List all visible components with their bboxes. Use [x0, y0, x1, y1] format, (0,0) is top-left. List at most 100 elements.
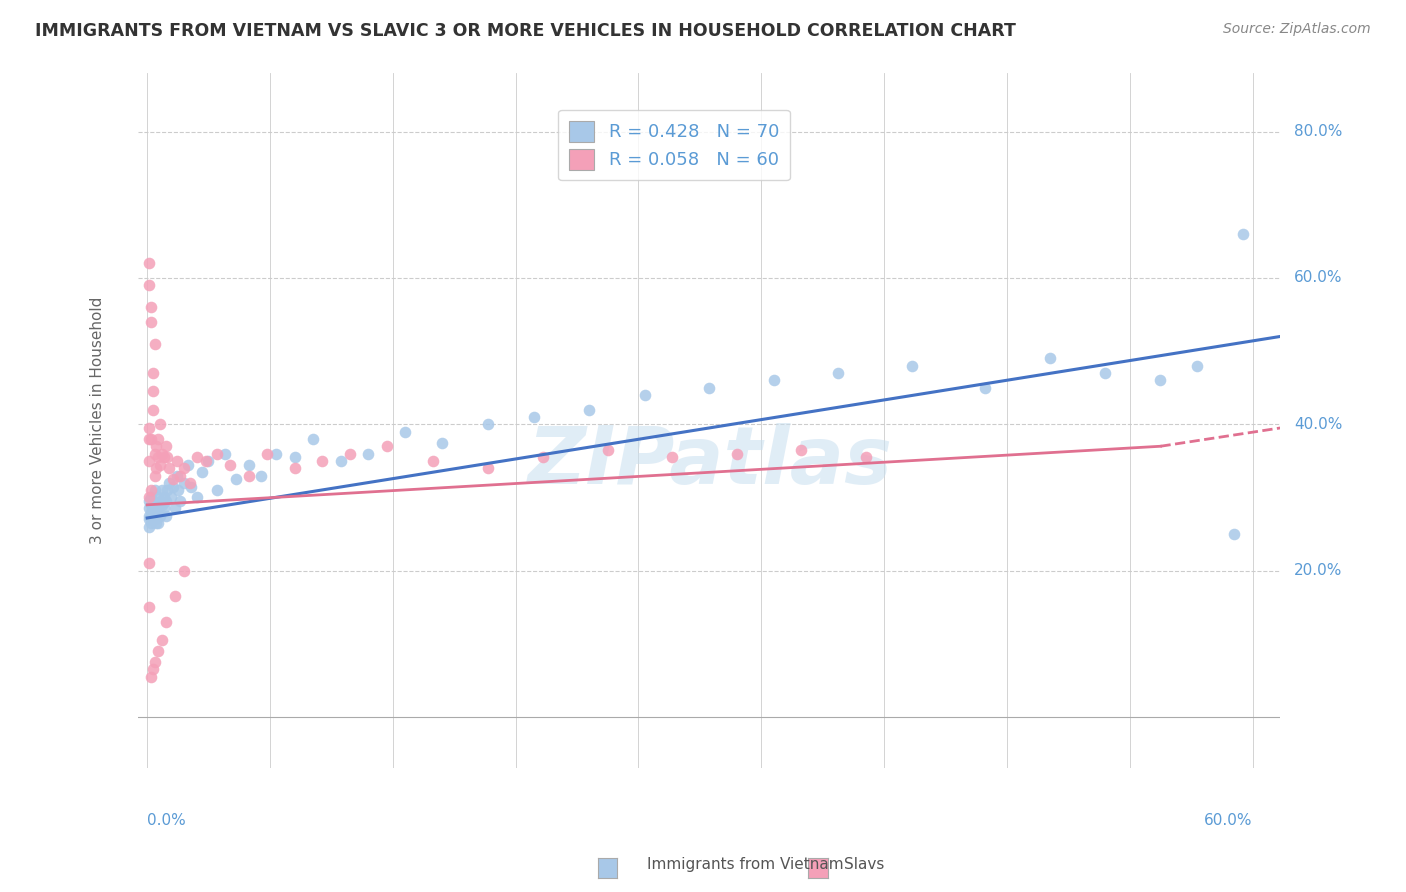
Point	[150, 633, 173, 648]
Point	[138, 432, 160, 446]
Point	[139, 483, 162, 498]
Point	[139, 315, 162, 329]
Point	[339, 446, 361, 460]
Text: 0.0%: 0.0%	[148, 814, 186, 829]
Point	[725, 446, 748, 460]
Text: 40.0%: 40.0%	[1294, 417, 1343, 432]
Point	[311, 454, 333, 468]
Point	[145, 461, 167, 475]
Point	[155, 439, 177, 453]
Point	[155, 615, 177, 629]
Point	[205, 446, 228, 460]
Point	[162, 479, 184, 493]
Point	[145, 498, 167, 512]
Point	[186, 450, 208, 465]
Point	[697, 381, 720, 395]
Text: ZIPatlas: ZIPatlas	[527, 424, 891, 501]
Point	[156, 450, 179, 465]
Point	[169, 494, 191, 508]
Point	[633, 388, 655, 402]
Point	[762, 373, 785, 387]
Text: 60.0%: 60.0%	[1204, 814, 1253, 829]
Point	[149, 458, 172, 472]
Point	[142, 384, 165, 399]
Point	[145, 439, 167, 453]
Point	[596, 442, 619, 457]
Point	[477, 417, 499, 432]
Point	[167, 483, 190, 498]
Text: 3 or more Vehicles in Household: 3 or more Vehicles in Household	[90, 297, 105, 544]
Point	[900, 359, 922, 373]
Point	[156, 483, 179, 498]
Point	[138, 600, 160, 615]
Point	[264, 446, 287, 460]
Point	[197, 454, 219, 468]
Point	[163, 501, 186, 516]
Point	[152, 491, 174, 505]
Point	[138, 256, 160, 270]
Point	[173, 564, 195, 578]
Point	[394, 425, 416, 439]
Point	[138, 421, 160, 435]
Point	[138, 501, 160, 516]
Point	[148, 501, 170, 516]
Point	[238, 458, 260, 472]
Point	[357, 446, 380, 460]
Text: Source: ZipAtlas.com: Source: ZipAtlas.com	[1223, 22, 1371, 37]
Point	[145, 516, 167, 530]
Point	[477, 461, 499, 475]
Point	[139, 498, 162, 512]
Point	[155, 494, 177, 508]
Point	[138, 557, 160, 571]
Legend: R = 0.428   N = 70, R = 0.058   N = 60: R = 0.428 N = 70, R = 0.058 N = 60	[558, 110, 790, 180]
Point	[139, 432, 162, 446]
Point	[166, 454, 188, 468]
Point	[225, 472, 247, 486]
Point	[152, 501, 174, 516]
Point	[139, 516, 162, 530]
Point	[173, 461, 195, 475]
Point	[195, 454, 218, 468]
Text: 20.0%: 20.0%	[1294, 563, 1343, 578]
Point	[138, 508, 160, 523]
Point	[143, 655, 166, 669]
Point	[155, 508, 177, 523]
Point	[142, 366, 165, 380]
Point	[578, 402, 600, 417]
Point	[139, 505, 162, 519]
Text: Immigrants from Vietnam: Immigrants from Vietnam	[647, 857, 844, 872]
Point	[790, 442, 813, 457]
Point	[148, 491, 170, 505]
Point	[142, 663, 165, 677]
Point	[145, 508, 167, 523]
Point	[148, 432, 170, 446]
Point	[191, 465, 214, 479]
Point	[143, 468, 166, 483]
Point	[250, 468, 273, 483]
Point	[1149, 373, 1171, 387]
Point	[1223, 527, 1246, 541]
Point	[219, 458, 242, 472]
Point	[302, 432, 325, 446]
Point	[1232, 227, 1254, 241]
Point	[149, 508, 172, 523]
Point	[139, 670, 162, 684]
Point	[422, 454, 444, 468]
Point	[523, 409, 546, 424]
Point	[138, 454, 160, 468]
Point	[150, 483, 173, 498]
Point	[1187, 359, 1209, 373]
Point	[150, 446, 173, 460]
Text: Slavs: Slavs	[844, 857, 884, 872]
Point	[173, 475, 195, 490]
Text: 60.0%: 60.0%	[1294, 270, 1343, 285]
Text: IMMIGRANTS FROM VIETNAM VS SLAVIC 3 OR MORE VEHICLES IN HOUSEHOLD CORRELATION CH: IMMIGRANTS FROM VIETNAM VS SLAVIC 3 OR M…	[35, 22, 1017, 40]
Point	[152, 450, 174, 465]
Point	[205, 483, 228, 498]
Point	[143, 483, 166, 498]
Point	[186, 491, 208, 505]
Point	[375, 439, 398, 453]
Point	[430, 435, 453, 450]
Point	[284, 461, 307, 475]
Point	[142, 402, 165, 417]
